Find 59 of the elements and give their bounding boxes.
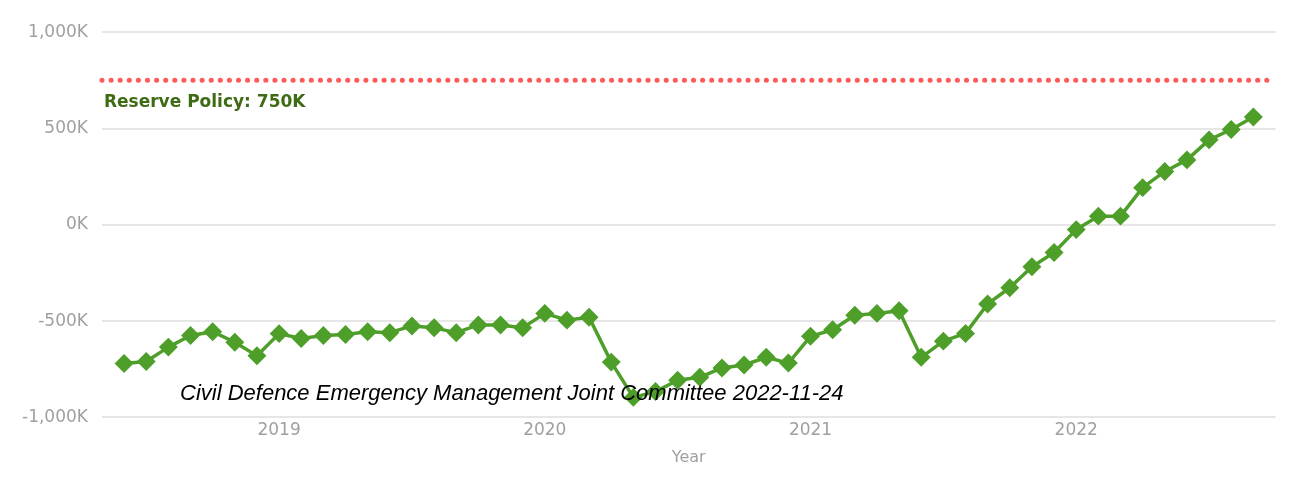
point	[846, 306, 864, 325]
point	[137, 352, 155, 371]
point	[1023, 258, 1041, 276]
x-axis-title: Year	[670, 446, 707, 466]
point	[1045, 243, 1063, 262]
x-tick-label: 2020	[523, 419, 567, 440]
point	[425, 319, 443, 337]
point	[1089, 207, 1108, 225]
point	[181, 326, 200, 345]
point	[1067, 220, 1085, 239]
point	[1156, 162, 1174, 181]
point	[270, 324, 288, 343]
point	[1222, 120, 1240, 139]
y-tick-label: 1,000K	[28, 20, 89, 41]
point	[735, 356, 753, 374]
point	[823, 321, 842, 339]
point	[447, 323, 465, 342]
point	[491, 316, 510, 334]
point	[1133, 178, 1152, 197]
point	[314, 326, 333, 345]
y-tick-label: -500K	[38, 309, 89, 330]
ref-line-label: Reserve Policy: 750K	[103, 91, 307, 112]
point	[248, 347, 266, 365]
point	[226, 333, 244, 352]
x-tick-label: 2021	[788, 419, 833, 440]
point	[558, 311, 576, 329]
point	[203, 322, 222, 341]
point	[757, 348, 775, 367]
y-tick-label: 0K	[65, 213, 89, 234]
point	[580, 308, 598, 326]
x-tick-label: 2022	[1054, 419, 1098, 440]
point	[336, 325, 355, 344]
point	[1001, 279, 1019, 297]
point	[868, 304, 886, 323]
y-tick-label: -1,000K	[22, 405, 89, 426]
point	[292, 329, 310, 348]
point	[1111, 207, 1130, 225]
point	[602, 353, 620, 371]
point	[1178, 151, 1196, 169]
point	[1200, 131, 1218, 149]
point	[713, 359, 731, 377]
point	[513, 319, 532, 337]
point	[912, 348, 930, 367]
point	[403, 317, 421, 335]
point	[978, 295, 997, 313]
point	[956, 324, 975, 343]
point	[381, 323, 399, 342]
x-tick-label: 2019	[257, 419, 301, 440]
point	[358, 322, 377, 341]
point	[934, 332, 953, 350]
point	[801, 327, 820, 346]
point	[115, 354, 133, 373]
y-tick-label: 500K	[44, 116, 89, 137]
point	[890, 301, 908, 320]
point	[159, 338, 178, 356]
point	[469, 316, 488, 334]
point	[536, 304, 554, 323]
point	[779, 354, 798, 372]
point	[1244, 108, 1263, 126]
